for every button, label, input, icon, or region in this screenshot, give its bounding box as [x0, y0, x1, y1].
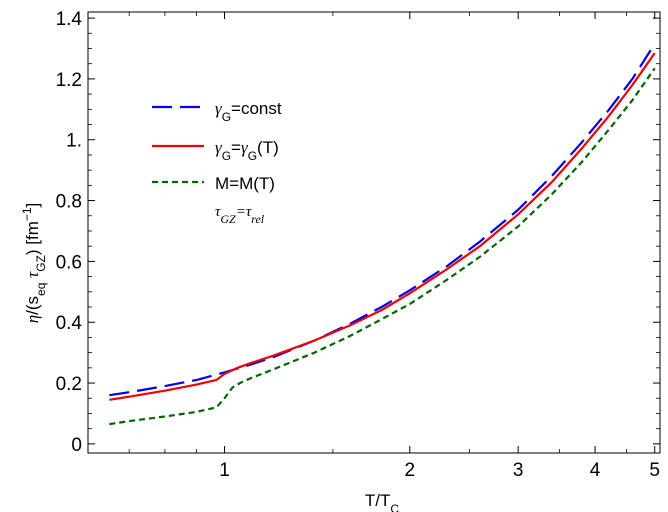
legend-label-temperature-gamma: γG=γG(T) [215, 138, 279, 163]
y-axis-title: η/(seq τGZ) [fm−1] [20, 203, 48, 324]
series-line-0 [109, 43, 656, 397]
y-tick-label: 1.4 [56, 9, 83, 30]
y-tick-label: 0.4 [56, 313, 83, 334]
x-tick-label: 5 [649, 460, 660, 481]
plot-frame [87, 11, 661, 454]
x-axis-title: T/TC [365, 491, 400, 512]
y-tick-label: 0 [71, 435, 82, 456]
y-tick-label: 0.2 [56, 374, 82, 395]
x-tick-label: 3 [513, 460, 524, 481]
y-tick-label: 1. [66, 131, 82, 152]
series-line-1 [109, 52, 656, 401]
legend-note: τGZ=τrel [215, 204, 265, 226]
series-layer [109, 43, 656, 426]
legend-label-mass: M=M(T) [215, 174, 275, 193]
axis-ticks: 1 2 3 4 5 0 0.2 0.4 0.6 0.8 1. 1.2 1.4 [56, 9, 660, 481]
x-tick-label: 1 [219, 460, 230, 481]
legend-label-constant: γG=const [215, 99, 282, 124]
legend: γG=const γG=γG(T) M=M(T) τGZ=τrel [152, 99, 282, 226]
x-tick-label: 2 [405, 460, 416, 481]
y-tick-label: 0.6 [56, 252, 82, 273]
series-line-2 [109, 67, 656, 426]
y-tick-label: 0.8 [56, 192, 82, 213]
x-tick-label: 4 [590, 460, 601, 481]
y-tick-label: 1.2 [56, 70, 82, 91]
